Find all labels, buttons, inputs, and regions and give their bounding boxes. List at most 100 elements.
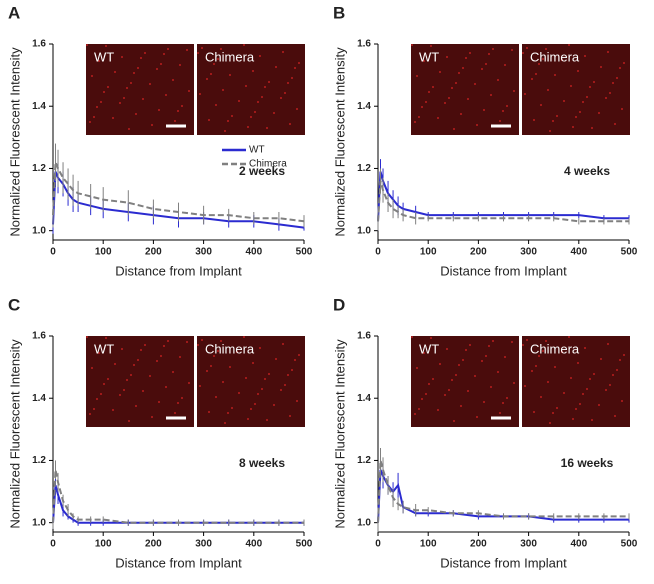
y-tick-label: 1.4	[32, 101, 46, 112]
micrograph-speck	[119, 102, 121, 104]
micrograph-speck	[179, 64, 181, 66]
micrograph	[197, 336, 305, 427]
x-tick-label: 200	[470, 247, 487, 258]
panel: A 1.0 1.2 1.4 1.6 0 100 200 300 400 500 Distance fr…	[7, 3, 312, 278]
micrograph-speck	[533, 411, 535, 413]
y-tick-label: 1.0	[32, 517, 46, 528]
micrograph-speck	[289, 415, 291, 417]
micrograph-speck	[448, 97, 450, 99]
micrograph-speck	[130, 374, 132, 376]
micrograph-speck	[229, 366, 231, 368]
micrograph-speck	[439, 71, 441, 73]
micrograph-speck	[287, 82, 289, 84]
x-tick-label: 500	[621, 539, 638, 550]
micrograph-speck	[609, 92, 611, 94]
micrograph-speck	[545, 340, 547, 342]
micrograph-speck	[284, 92, 286, 94]
x-tick-label: 0	[50, 247, 56, 258]
micrograph-speck	[213, 355, 215, 357]
micrograph-speck	[245, 377, 247, 379]
series-line	[377, 171, 629, 222]
micrograph-speck	[133, 364, 135, 366]
micrograph-speck	[526, 47, 528, 49]
micrograph-speck	[561, 59, 563, 61]
micrograph-speck	[504, 64, 506, 66]
micrograph-speck	[586, 96, 588, 98]
micrograph-speck	[577, 362, 579, 364]
micrograph-speck	[100, 101, 102, 103]
micrograph-speck	[86, 336, 88, 338]
x-tick-label: 100	[420, 247, 437, 258]
y-tick-label: 1.6	[357, 39, 371, 50]
micrograph-speck	[280, 97, 282, 99]
micrograph-speck	[289, 123, 291, 125]
x-tick-label: 400	[570, 247, 587, 258]
micrograph-speck	[474, 83, 476, 85]
micrograph-speck	[224, 422, 226, 424]
micrograph-speck	[481, 68, 483, 70]
micrograph-speck	[227, 412, 229, 414]
micrograph-speck	[506, 397, 508, 399]
micrograph-label: Chimera	[530, 341, 580, 356]
y-tick-label: 1.2	[32, 163, 46, 174]
x-tick-label: 500	[296, 247, 313, 258]
micrograph-speck	[582, 393, 584, 395]
panel-letter: D	[333, 295, 345, 314]
micrograph-speck	[236, 59, 238, 61]
legend-label: WT	[249, 145, 265, 156]
micrograph-speck	[186, 49, 188, 51]
micrograph-speck	[418, 408, 420, 410]
series-line	[52, 469, 304, 524]
micrograph-speck	[179, 356, 181, 358]
micrograph-speck	[563, 100, 565, 102]
micrograph-speck	[492, 340, 494, 342]
micrograph-label: WT	[419, 341, 439, 356]
micrograph-speck	[430, 337, 432, 339]
micrograph-speck	[490, 94, 492, 96]
micrograph-speck	[199, 385, 201, 387]
micrograph-speck	[275, 358, 277, 360]
x-axis-label: Distance from Implant	[440, 555, 567, 570]
micrograph-speck	[126, 87, 128, 89]
micrograph-speck	[589, 378, 591, 380]
micrograph-speck	[254, 111, 256, 113]
micrograph-speck	[591, 419, 593, 421]
micrograph-speck	[579, 403, 581, 405]
micrograph-speck	[93, 408, 95, 410]
micrograph-speck	[540, 104, 542, 106]
micrograph-speck	[425, 393, 427, 395]
micrograph-speck	[91, 367, 93, 369]
micrograph-speck	[444, 394, 446, 396]
micrograph-speck	[142, 390, 144, 392]
micrograph-speck	[570, 85, 572, 87]
micrograph-speck	[458, 72, 460, 74]
micrograph-speck	[538, 355, 540, 357]
y-axis-label: Normalized Fluorescent Intensity	[332, 339, 347, 529]
micrograph-speck	[421, 106, 423, 108]
series-line	[377, 180, 629, 223]
x-tick-label: 300	[520, 539, 537, 550]
annotation: 2 weeks	[239, 164, 285, 178]
micrograph-speck	[455, 82, 457, 84]
micrograph-speck	[149, 83, 151, 85]
x-tick-label: 100	[95, 247, 112, 258]
micrograph-speck	[416, 75, 418, 77]
micrograph-speck	[137, 359, 139, 361]
micrograph-speck	[126, 379, 128, 381]
micrograph-speck	[490, 386, 492, 388]
micrograph-speck	[280, 389, 282, 391]
micrograph-speck	[612, 374, 614, 376]
micrograph-speck	[188, 90, 190, 92]
micrograph-speck	[252, 70, 254, 72]
micrograph-speck	[217, 58, 219, 60]
micrograph-speck	[98, 60, 100, 62]
micrograph-speck	[103, 91, 105, 93]
micrograph-speck	[140, 349, 142, 351]
micrograph-speck	[264, 86, 266, 88]
y-tick-label: 1.6	[32, 39, 46, 50]
micrograph-speck	[167, 340, 169, 342]
micrograph-speck	[273, 404, 275, 406]
micrograph-speck	[423, 352, 425, 354]
micrograph-speck	[231, 115, 233, 117]
micrograph-speck	[121, 348, 123, 350]
